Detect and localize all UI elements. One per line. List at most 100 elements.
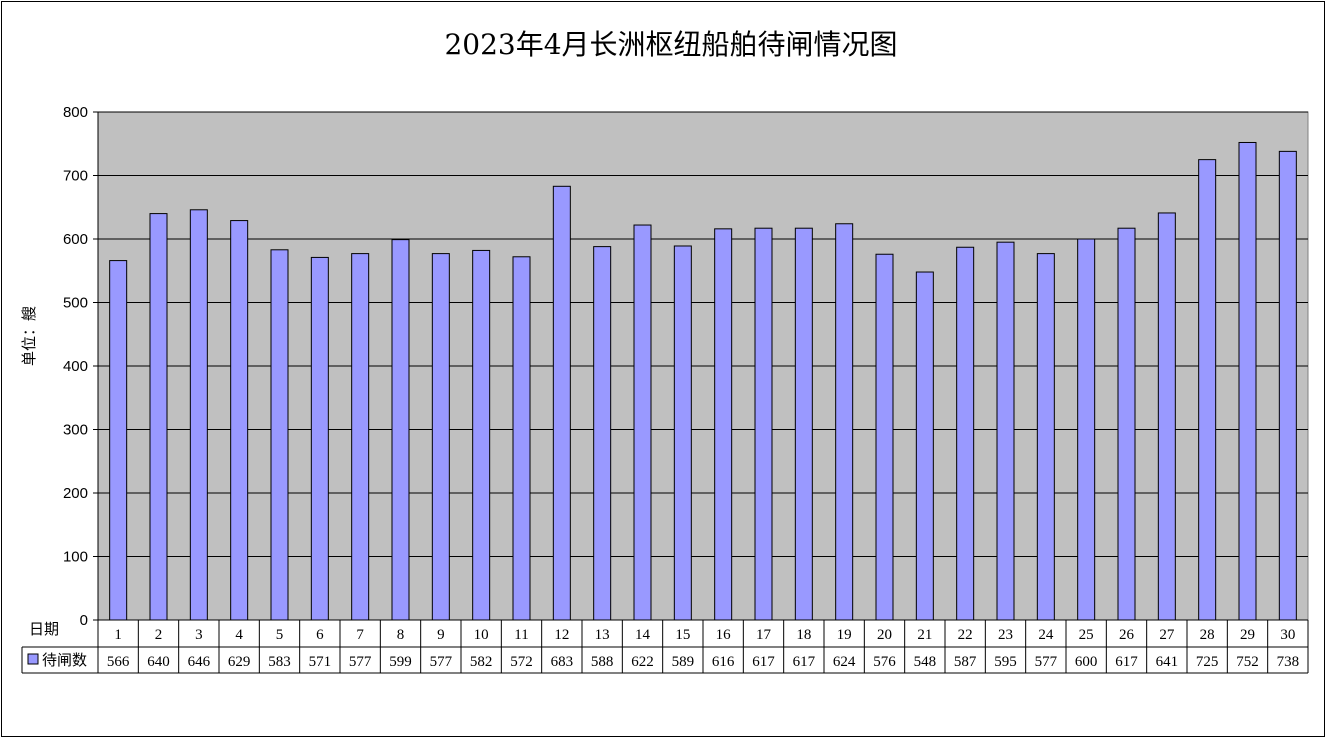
bar-16 — [714, 228, 733, 621]
x-tick-label-18: 18 — [796, 627, 811, 643]
x-tick-label-25: 25 — [1079, 627, 1094, 643]
data-label-25: 600 — [1075, 654, 1098, 670]
bar-11 — [512, 256, 531, 621]
bar-28 — [1198, 159, 1217, 621]
bar-22 — [956, 246, 975, 621]
bar-18 — [794, 227, 813, 621]
data-table: 日期 待闸数 1 566 2 640 3 646 4 629 5 583 6 571 7 577 8 599 9… — [21, 620, 1309, 674]
data-label-3: 646 — [188, 654, 211, 670]
y-tick-label-400: 400 — [63, 358, 88, 375]
bar-21 — [915, 271, 934, 621]
x-tick-label-17: 17 — [756, 627, 772, 643]
x-tick-label-5: 5 — [276, 627, 284, 643]
x-tick-label-7: 7 — [356, 627, 364, 643]
bar-4 — [230, 220, 249, 621]
bar-10 — [472, 249, 491, 621]
x-tick-label-16: 16 — [716, 627, 732, 643]
data-label-24: 577 — [1035, 654, 1058, 670]
x-tick-label-3: 3 — [195, 627, 203, 643]
bar-30 — [1278, 150, 1297, 621]
data-label-20: 576 — [873, 654, 896, 670]
data-label-19: 624 — [833, 654, 856, 670]
y-tick-label-600: 600 — [63, 231, 88, 248]
bar-14 — [633, 224, 652, 621]
y-tick-label-200: 200 — [63, 485, 88, 502]
x-tick-label-4: 4 — [235, 627, 243, 643]
bar-6 — [310, 256, 329, 621]
bar-24 — [1036, 253, 1055, 621]
x-tick-label-20: 20 — [877, 627, 892, 643]
x-axis-label: 日期 — [29, 620, 59, 638]
data-label-10: 582 — [470, 654, 493, 670]
data-label-18: 617 — [793, 654, 816, 670]
x-tick-label-21: 21 — [917, 627, 932, 643]
bar-23 — [996, 241, 1015, 621]
data-label-17: 617 — [752, 654, 775, 670]
x-tick-label-13: 13 — [595, 627, 610, 643]
x-tick-label-2: 2 — [155, 627, 163, 643]
data-label-12: 683 — [551, 654, 574, 670]
bar-20 — [875, 253, 894, 621]
bar-1 — [109, 260, 128, 621]
bar-7 — [351, 253, 370, 621]
data-label-22: 587 — [954, 654, 977, 670]
bar-29 — [1238, 141, 1257, 621]
x-tick-label-27: 27 — [1159, 627, 1175, 643]
data-label-11: 572 — [510, 654, 533, 670]
bar-25 — [1077, 238, 1096, 621]
y-tick-label-0: 0 — [80, 612, 88, 629]
bar-27 — [1157, 212, 1176, 621]
y-axis-label: 单位：艘 — [20, 306, 38, 366]
x-tick-label-8: 8 — [397, 627, 405, 643]
x-tick-label-23: 23 — [998, 627, 1013, 643]
x-tick-label-14: 14 — [635, 627, 651, 643]
x-tick-label-29: 29 — [1240, 627, 1255, 643]
data-label-4: 629 — [228, 654, 251, 670]
x-tick-label-24: 24 — [1038, 627, 1054, 643]
data-label-16: 616 — [712, 654, 735, 670]
y-tick-label-800: 800 — [63, 104, 88, 121]
data-label-28: 725 — [1196, 654, 1219, 670]
y-tick-label-700: 700 — [63, 168, 88, 185]
data-label-23: 595 — [994, 654, 1017, 670]
data-label-7: 577 — [349, 654, 372, 670]
data-label-27: 641 — [1156, 654, 1179, 670]
x-tick-label-28: 28 — [1200, 627, 1215, 643]
x-tick-label-19: 19 — [837, 627, 852, 643]
bar-13 — [593, 246, 612, 621]
x-tick-label-11: 11 — [514, 627, 528, 643]
y-tick-label-100: 100 — [63, 549, 88, 566]
bar-19 — [835, 223, 854, 621]
data-label-26: 617 — [1115, 654, 1138, 670]
x-tick-label-9: 9 — [437, 627, 445, 643]
bar-2 — [149, 213, 168, 621]
x-tick-label-10: 10 — [474, 627, 489, 643]
x-tick-label-26: 26 — [1119, 627, 1135, 643]
x-tick-label-6: 6 — [316, 627, 324, 643]
data-label-21: 548 — [914, 654, 937, 670]
x-tick-label-15: 15 — [675, 627, 690, 643]
bar-9 — [431, 253, 450, 621]
x-tick-label-30: 30 — [1280, 627, 1295, 643]
data-label-9: 577 — [430, 654, 453, 670]
bar-15 — [673, 245, 692, 621]
data-label-5: 583 — [268, 654, 291, 670]
data-label-15: 589 — [672, 654, 695, 670]
data-label-14: 622 — [631, 654, 654, 670]
data-label-6: 571 — [309, 654, 332, 670]
bars-group — [109, 141, 1297, 621]
bar-12 — [552, 185, 571, 621]
legend-series-name: 待闸数 — [42, 651, 87, 669]
bar-8 — [391, 239, 410, 621]
chart-title: 2023年4月长洲枢纽船舶待闸情况图 — [444, 28, 897, 61]
y-tick-label-500: 500 — [63, 295, 88, 312]
data-label-8: 599 — [389, 654, 412, 670]
x-tick-label-1: 1 — [114, 627, 122, 643]
bar-17 — [754, 227, 773, 621]
x-tick-label-22: 22 — [958, 627, 973, 643]
data-label-2: 640 — [147, 654, 170, 670]
plot-area — [93, 111, 1309, 621]
data-label-30: 738 — [1277, 654, 1300, 670]
data-label-13: 588 — [591, 654, 614, 670]
